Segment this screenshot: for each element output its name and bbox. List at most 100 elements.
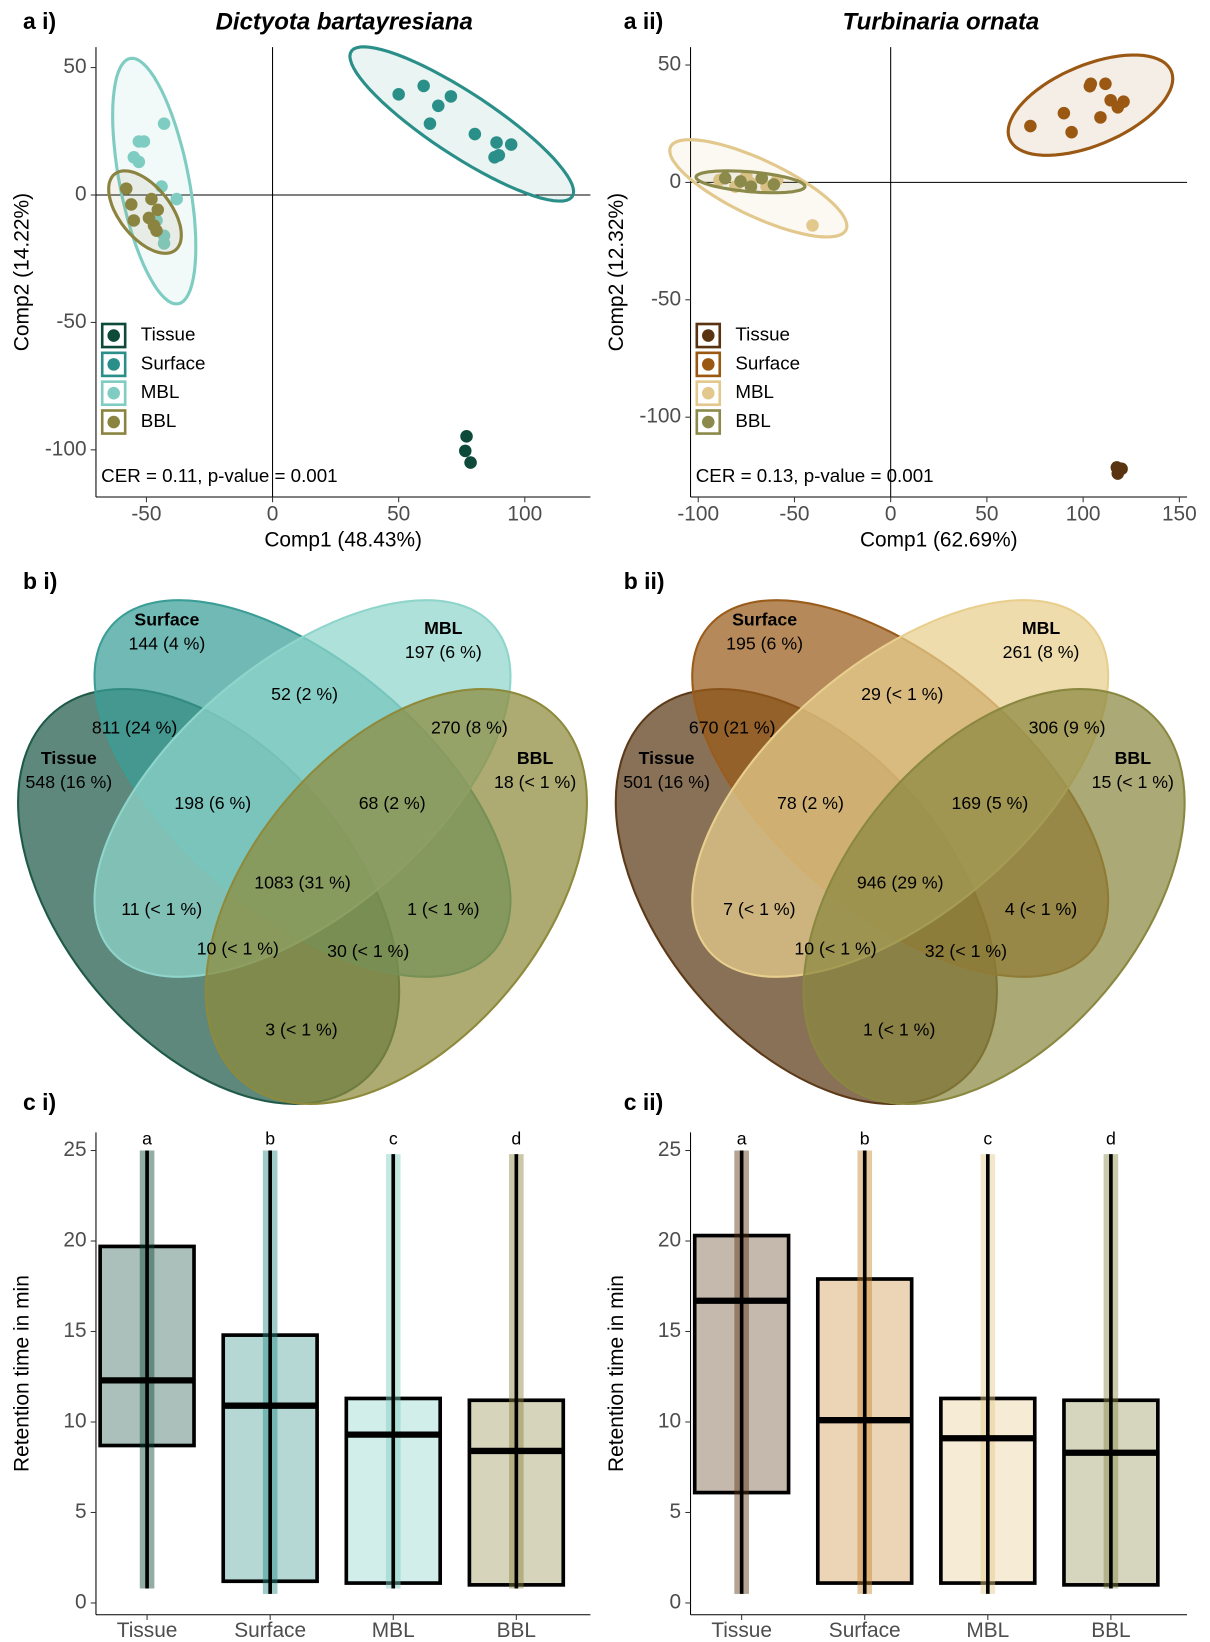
y-tick-label: 0: [75, 182, 87, 205]
panel-label: b i): [23, 568, 57, 594]
set-only-count: 15 (< 1 %): [1092, 772, 1174, 792]
legend-label: Tissue: [735, 323, 790, 344]
x-axis-title: Comp1 (48.43%): [264, 529, 422, 552]
x-tick-label: Surface: [234, 1619, 306, 1642]
point: [767, 178, 781, 191]
point: [132, 155, 146, 169]
legend-label: Surface: [141, 352, 206, 373]
y-tick-label: 10: [63, 1409, 86, 1432]
chart-title: Dictyota bartayresiana: [216, 8, 473, 35]
legend-dot: [702, 415, 715, 429]
region-label: 4 (< 1 %): [1005, 899, 1077, 919]
legend-label: MBL: [141, 381, 180, 402]
panel-label: b ii): [624, 568, 665, 594]
region-label: 10 (< 1 %): [197, 939, 279, 959]
annotation: CER = 0.11, p-value = 0.001: [101, 465, 337, 486]
x-tick-label: 50: [975, 502, 998, 525]
legend-label: BBL: [141, 410, 176, 431]
legend-dot: [107, 386, 120, 400]
legend-dot: [107, 415, 120, 429]
point: [1094, 111, 1107, 124]
annotation: CER = 0.13, p-value = 0.001: [696, 465, 934, 486]
x-tick-label: 50: [387, 502, 410, 525]
point: [504, 138, 518, 151]
confidence-ellipse: [111, 56, 198, 306]
set-only-count: 548 (16 %): [26, 772, 113, 792]
group-letter: a: [737, 1128, 747, 1148]
region-label: 198 (6 %): [174, 793, 251, 813]
x-tick-label: Tissue: [117, 1619, 178, 1642]
point: [170, 192, 183, 206]
legend-label: BBL: [735, 410, 770, 431]
point: [423, 117, 437, 130]
set-only-count: 261 (8 %): [1003, 642, 1080, 662]
set-name: BBL: [517, 748, 554, 768]
legend-label: Tissue: [141, 323, 196, 344]
point: [1117, 95, 1130, 108]
point: [464, 456, 477, 469]
x-tick-label: BBL: [1091, 1619, 1130, 1642]
point: [157, 117, 171, 130]
set-name: Surface: [134, 609, 199, 629]
set-only-count: 501 (16 %): [623, 772, 710, 792]
point: [1057, 106, 1071, 120]
region-label: 68 (2 %): [359, 793, 426, 813]
x-tick-label: -100: [677, 502, 719, 525]
y-tick-label: 15: [658, 1319, 681, 1342]
x-tick-label: MBL: [372, 1619, 415, 1642]
region-label: 811 (24 %): [92, 717, 177, 737]
confidence-ellipse: [1006, 53, 1175, 157]
point: [151, 203, 165, 217]
region-label: 3 (< 1 %): [265, 1019, 337, 1039]
group-letter: b: [860, 1128, 870, 1148]
region-label: 11 (< 1 %): [121, 899, 202, 919]
point: [1084, 77, 1098, 91]
group-letter: d: [511, 1128, 521, 1148]
point: [417, 79, 430, 93]
y-axis-title: Retention time in min: [11, 1275, 34, 1472]
set-only-count: 18 (< 1 %): [494, 772, 576, 792]
set-ellipse: [204, 688, 588, 1105]
panel-label: c i): [23, 1089, 56, 1115]
y-tick-label: -100: [45, 437, 87, 460]
region-label: 1083 (31 %): [254, 873, 351, 893]
point: [755, 171, 768, 185]
y-tick-label: 50: [63, 55, 86, 78]
region-label: 52 (2 %): [271, 684, 338, 704]
confidence-ellipse: [668, 138, 849, 239]
point: [1099, 77, 1112, 91]
point: [125, 198, 138, 211]
region-label: 7 (< 1 %): [723, 899, 795, 919]
point: [150, 224, 163, 237]
x-tick-label: BBL: [497, 1619, 536, 1642]
point: [444, 90, 458, 103]
y-axis-title: Comp2 (12.32%): [605, 193, 628, 351]
y-tick-label: 5: [670, 1500, 682, 1523]
legend-dot: [702, 386, 715, 400]
region-label: 1 (< 1 %): [863, 1019, 935, 1039]
y-tick-label: 25: [63, 1138, 86, 1161]
set-name: MBL: [424, 618, 463, 638]
y-tick-label: -50: [651, 287, 681, 310]
legend-label: MBL: [735, 381, 774, 402]
x-tick-label: 100: [1066, 502, 1101, 525]
point: [119, 182, 133, 195]
point: [806, 219, 819, 232]
point: [718, 171, 732, 185]
point: [157, 237, 171, 250]
confidence-ellipse: [348, 45, 576, 203]
y-tick-label: 50: [658, 53, 681, 76]
point: [490, 136, 503, 149]
point: [488, 150, 501, 164]
group-letter: a: [142, 1128, 152, 1148]
region-label: 10 (< 1 %): [794, 939, 876, 959]
y-tick-label: 25: [658, 1138, 681, 1161]
legend-dot: [107, 358, 120, 371]
point: [127, 214, 141, 227]
set-name: MBL: [1022, 618, 1061, 638]
y-tick-label: -100: [639, 405, 681, 428]
set-only-count: 195 (6 %): [726, 634, 803, 654]
point: [145, 192, 158, 206]
